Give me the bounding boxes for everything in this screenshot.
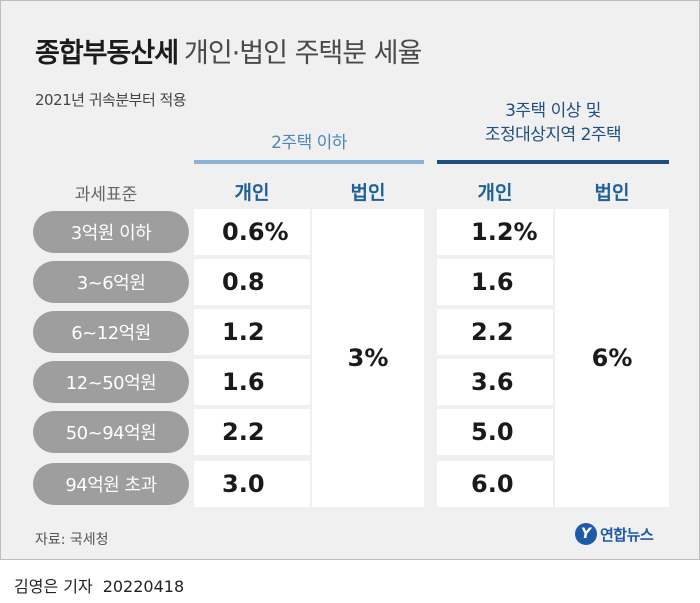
rate-g2-corporate: 6% — [555, 209, 669, 507]
bracket-label: 3~6억원 — [33, 261, 189, 303]
bracket-label: 6~12억원 — [33, 311, 189, 353]
credit-line: 김영은 기자 20220418 — [14, 573, 184, 597]
bracket-label: 50~94억원 — [33, 411, 189, 453]
rate-g1-individual: 2.2 — [194, 409, 310, 455]
rate-g1-individual: 0.6% — [194, 209, 310, 255]
rate-g2-individual: 3.6 — [437, 359, 553, 405]
rate-g2-individual: 6.0 — [437, 461, 553, 507]
rate-g1-individual: 1.6 — [194, 359, 310, 405]
title-main: 종합부동산세 — [35, 38, 179, 69]
bracket-label: 12~50억원 — [33, 361, 189, 403]
rate-g2-individual: 1.6 — [437, 259, 553, 305]
infographic-frame: 종합부동산세 개인·법인 주택분 세율 2021년 귀속분부터 적용 2주택 이하… — [0, 0, 700, 560]
yonhap-logo-text: 연합뉴스 — [600, 525, 654, 544]
credit-author: 김영은 기자 — [14, 577, 93, 596]
column-header-g2-corporate: 법인 — [594, 182, 630, 204]
rate-g2-individual: 2.2 — [437, 309, 553, 355]
rate-g1-individual: 3.0 — [194, 461, 310, 507]
group-header-two-or-fewer: 2주택 이하 — [271, 133, 347, 153]
subtitle: 2021년 귀속분부터 적용 — [35, 91, 187, 109]
rate-g1-individual: 1.2 — [194, 309, 310, 355]
column-header-g1-individual: 개인 — [234, 182, 270, 204]
credit-date: 20220418 — [102, 577, 185, 596]
rate-g2-individual: 5.0 — [437, 409, 553, 455]
column-header-g2-individual: 개인 — [477, 182, 513, 204]
page-title: 종합부동산세 개인·법인 주택분 세율 — [35, 31, 422, 70]
yonhap-logo-icon: Y — [575, 523, 597, 545]
group-header-line2: 조정대상지역 2주택 — [484, 125, 622, 145]
rate-g1-individual: 0.8 — [194, 259, 310, 305]
bracket-label: 94억원 초과 — [33, 463, 189, 505]
source-note: 자료: 국세청 — [35, 532, 109, 548]
column-header-tax-base: 과세표준 — [74, 185, 138, 205]
group-header-line1: 3주택 이상 및 — [505, 101, 601, 121]
yonhap-logo: Y 연합뉴스 — [575, 523, 654, 545]
title-sub: 개인·법인 주택분 세율 — [184, 38, 422, 69]
bracket-label: 3억원 이하 — [33, 211, 189, 253]
rate-g2-individual: 1.2% — [437, 209, 553, 255]
group-header-three-or-more: 3주택 이상 및 조정대상지역 2주택 — [437, 99, 669, 147]
group-rule-three-or-more — [437, 160, 669, 164]
group-rule-two-or-fewer — [194, 160, 424, 164]
column-header-g1-corporate: 법인 — [350, 182, 386, 204]
rate-g1-corporate: 3% — [312, 209, 424, 507]
